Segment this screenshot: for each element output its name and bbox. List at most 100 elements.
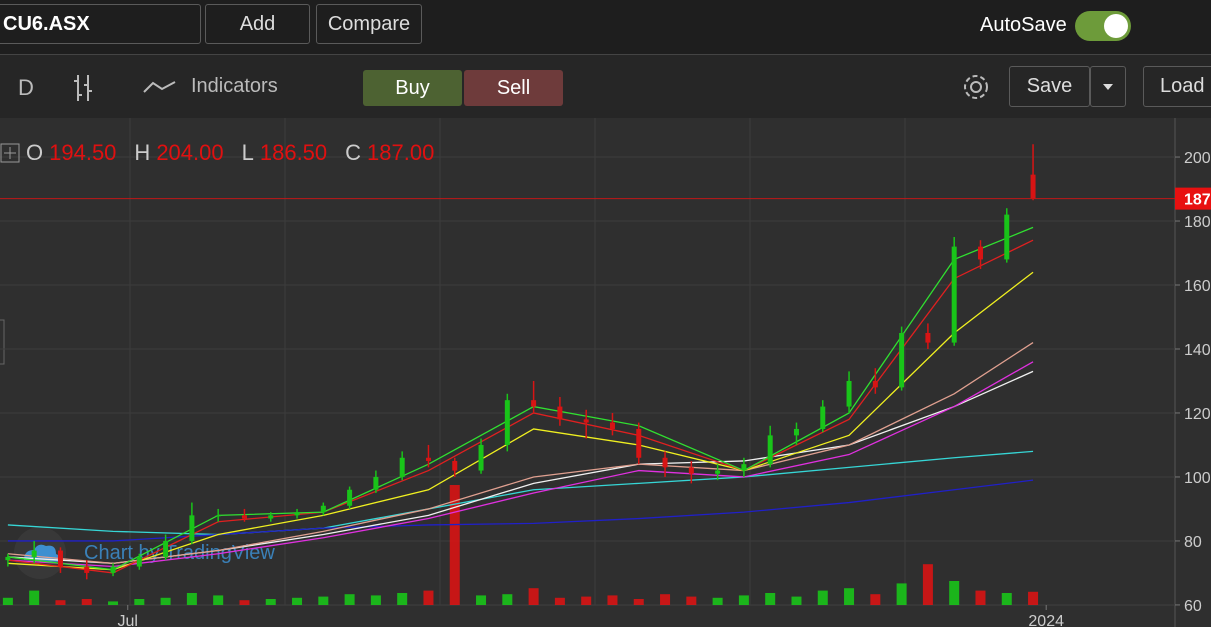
moving-average <box>7 271 1034 571</box>
y-tick-label: 120 <box>1184 406 1211 423</box>
candle-body <box>715 470 721 474</box>
close-label: C <box>345 140 362 165</box>
sell-button[interactable]: Sell <box>464 70 563 106</box>
legend-toggle[interactable] <box>0 143 20 163</box>
volume-bar <box>134 599 145 605</box>
add-button[interactable]: Add <box>205 4 310 44</box>
load-button[interactable]: Load <box>1143 66 1211 107</box>
volume-bar <box>502 594 513 605</box>
volume-bar <box>370 595 381 605</box>
high-label: H <box>134 140 151 165</box>
low-value: 186.50 <box>259 140 328 165</box>
volume-bar <box>554 597 565 605</box>
volume-bar <box>738 595 749 605</box>
candle-body <box>425 457 431 461</box>
volume-bar <box>265 599 276 605</box>
volume-bar <box>791 596 802 605</box>
y-tick-label: 140 <box>1184 342 1211 359</box>
autosave-toggle[interactable] <box>1075 11 1131 41</box>
save-button[interactable]: Save <box>1009 66 1090 107</box>
volume-bar <box>318 596 329 605</box>
ohlc-legend: O 194.50 H 204.00 L 186.50 C 187.00 <box>0 140 434 166</box>
compare-button[interactable]: Compare <box>316 4 422 44</box>
candle-body <box>899 332 905 388</box>
candle-body <box>110 566 116 573</box>
chart: 200 180 160 140 120 100 80 60 Jul 2024 Chart by Tr… <box>0 118 1211 627</box>
volume-bar <box>922 564 933 605</box>
volume-bar <box>108 601 119 605</box>
interval-button[interactable]: D <box>18 75 34 100</box>
candle-body <box>294 512 300 516</box>
volume-bar <box>160 597 171 605</box>
moving-average <box>7 342 1034 564</box>
moving-average <box>7 479 1034 542</box>
volume-bar <box>528 588 539 605</box>
side-tab[interactable] <box>0 319 5 365</box>
y-tick-label: 160 <box>1184 278 1211 295</box>
dropdown-arrow <box>1103 83 1113 90</box>
chart-background <box>0 118 1211 627</box>
volume-bar <box>870 594 881 605</box>
candle-body <box>268 515 274 519</box>
volume-bar <box>344 594 355 605</box>
settings-icon[interactable] <box>958 69 994 105</box>
volume-bar <box>423 590 434 605</box>
volume-bar <box>712 597 723 605</box>
volume-bar <box>686 596 697 605</box>
x-tick-label: 2024 <box>1028 613 1064 627</box>
volume-bar <box>292 597 303 605</box>
close-value: 187.00 <box>367 140 435 165</box>
autosave-label: AutoSave <box>980 14 1067 36</box>
candle-body <box>688 467 694 474</box>
volume-bar <box>449 485 460 605</box>
toggle-knob <box>1104 14 1128 38</box>
volume-bar <box>397 593 408 605</box>
candle-body <box>347 489 353 506</box>
volume-bar <box>29 590 40 605</box>
candle-body <box>399 457 405 477</box>
candle-body <box>1004 214 1010 260</box>
volume-bar <box>476 595 487 605</box>
volume-bar <box>660 594 671 605</box>
candle-body <box>793 428 799 436</box>
candle-body <box>320 505 326 513</box>
volume-bar <box>607 595 618 605</box>
candle-body <box>741 464 747 471</box>
candle-body <box>662 457 668 468</box>
chart-toolbar: D Indicators Buy Sell Save Load <box>0 55 1211 119</box>
volume-bar <box>1001 593 1012 605</box>
y-tick-label: 60 <box>1184 598 1202 615</box>
candle-body <box>951 246 957 343</box>
candle-body <box>531 400 537 407</box>
volume-bar <box>975 590 986 605</box>
volume-bar <box>213 595 224 605</box>
vertical-grid <box>129 118 906 605</box>
indicators-icon[interactable] <box>143 79 177 95</box>
candle-body <box>241 515 247 519</box>
last-price-label: 187 <box>1184 192 1211 209</box>
x-tick-label: Jul <box>118 613 138 627</box>
candle-body <box>215 515 221 517</box>
save-menu-button[interactable] <box>1090 66 1126 107</box>
open-label: O <box>26 140 44 165</box>
candle-body <box>5 556 11 561</box>
buy-button[interactable]: Buy <box>363 70 462 106</box>
volume-bar <box>239 600 250 605</box>
candle-body <box>872 380 878 388</box>
candle-body <box>557 406 563 420</box>
candle-body <box>189 515 195 541</box>
volume-bar <box>949 581 960 605</box>
indicators-button[interactable]: Indicators <box>191 75 278 97</box>
candle-body <box>57 550 63 567</box>
volume-bar <box>55 600 66 605</box>
symbol-input[interactable]: CU6.ASX <box>0 4 201 44</box>
candle-body <box>636 428 642 458</box>
candle-body <box>767 435 773 465</box>
y-tick-label: 80 <box>1184 534 1202 551</box>
volume-bar <box>765 593 776 605</box>
volume-bar <box>817 590 828 605</box>
volume-bar <box>844 588 855 605</box>
moving-average <box>7 361 1034 568</box>
bar-style-icon[interactable] <box>70 73 98 103</box>
